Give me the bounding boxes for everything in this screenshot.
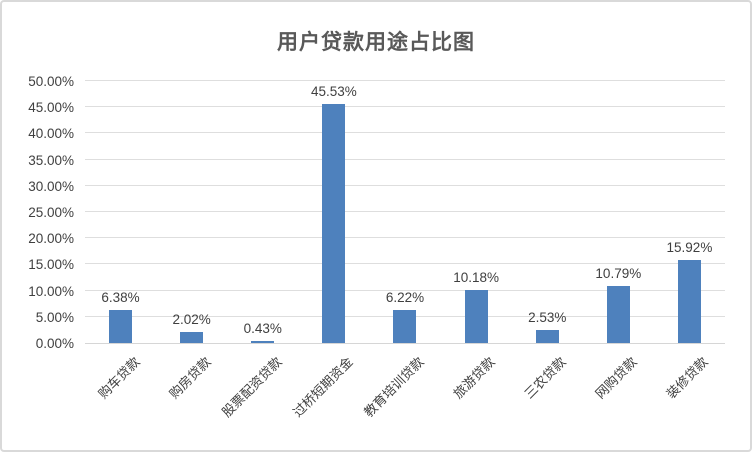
bar-column: 10.18%	[441, 82, 512, 343]
gridline	[85, 237, 725, 239]
chart-title: 用户贷款用途占比图	[277, 31, 475, 54]
y-tick-label: 20.00%	[28, 231, 74, 247]
bar-value-label: 0.43%	[243, 321, 282, 336]
bar-value-label: 2.53%	[528, 310, 567, 325]
y-tick-label: 5.00%	[35, 309, 74, 325]
bar	[464, 290, 488, 343]
bar	[180, 332, 204, 343]
y-tick-label: 45.00%	[28, 100, 74, 116]
bar-value-label: 6.22%	[385, 290, 425, 305]
bar	[606, 286, 630, 343]
y-tick-label: 30.00%	[28, 178, 74, 194]
bar	[251, 341, 275, 343]
gridline	[85, 106, 725, 108]
x-tick-label: 旅游贷款	[450, 354, 498, 402]
y-tick-label: 40.00%	[28, 126, 74, 142]
bar-value-label: 15.92%	[666, 240, 713, 255]
gridline	[85, 158, 725, 160]
bar	[393, 310, 417, 343]
gridline	[85, 289, 725, 291]
bar-value-label: 45.53%	[310, 84, 357, 99]
bar-column: 10.79%	[583, 82, 654, 343]
bar-value-label: 2.02%	[172, 312, 211, 327]
bar	[322, 104, 346, 343]
bar-column: 2.53%	[512, 82, 583, 343]
x-tick-label: 购车贷款	[94, 354, 143, 402]
y-tick-label: 10.00%	[28, 283, 74, 299]
bar-column: 45.53%	[298, 82, 369, 343]
y-axis: 0.00% 5.00% 10.00% 15.00% 20.00% 25.00% 30.00%…	[2, 74, 74, 351]
bar-column: 15.92%	[654, 82, 725, 343]
x-tick-label: 过桥短期资金	[289, 354, 356, 420]
bars-row: 6.38% 2.02% 0.43% 45.53% 6.22% 10.18% 2.53% 10.…	[85, 82, 725, 343]
bar	[677, 260, 701, 343]
x-tick-label: 购房贷款	[166, 354, 214, 402]
bar-value-label: 10.18%	[453, 270, 499, 285]
gridline	[85, 211, 725, 212]
y-tick-label: 0.00%	[35, 336, 74, 351]
x-axis: 购车贷款 购房贷款 股票配资贷款 过桥短期资金 教育培训贷款 旅游贷款 三农贷款 网购贷款 装修…	[85, 345, 725, 450]
bar-column: 6.38%	[85, 82, 156, 343]
y-tick-label: 35.00%	[28, 152, 74, 168]
bar	[109, 310, 133, 343]
x-tick-label: 股票配资贷款	[218, 354, 285, 420]
bar-column: 2.02%	[156, 82, 227, 343]
bar-column: 0.43%	[227, 82, 298, 343]
x-tick-label: 教育培训贷款	[360, 354, 427, 420]
bar-value-label: 6.38%	[101, 290, 140, 305]
bar	[535, 330, 559, 343]
y-tick-label: 50.00%	[28, 74, 74, 89]
gridline	[85, 263, 725, 265]
x-tick-label: 装修贷款	[663, 354, 712, 402]
y-tick-label: 15.00%	[28, 257, 74, 273]
x-tick-label: 三农贷款	[521, 354, 569, 402]
gridline	[85, 184, 725, 186]
gridline	[85, 132, 725, 134]
bar-value-label: 10.79%	[595, 266, 642, 281]
y-tick-label: 25.00%	[28, 205, 74, 220]
x-tick-label: 网购贷款	[592, 354, 641, 402]
gridline	[85, 80, 725, 81]
bar-column: 6.22%	[369, 82, 440, 343]
plot-area: 6.38% 2.02% 0.43% 45.53% 6.22% 10.18% 2.53% 10.…	[85, 80, 725, 344]
